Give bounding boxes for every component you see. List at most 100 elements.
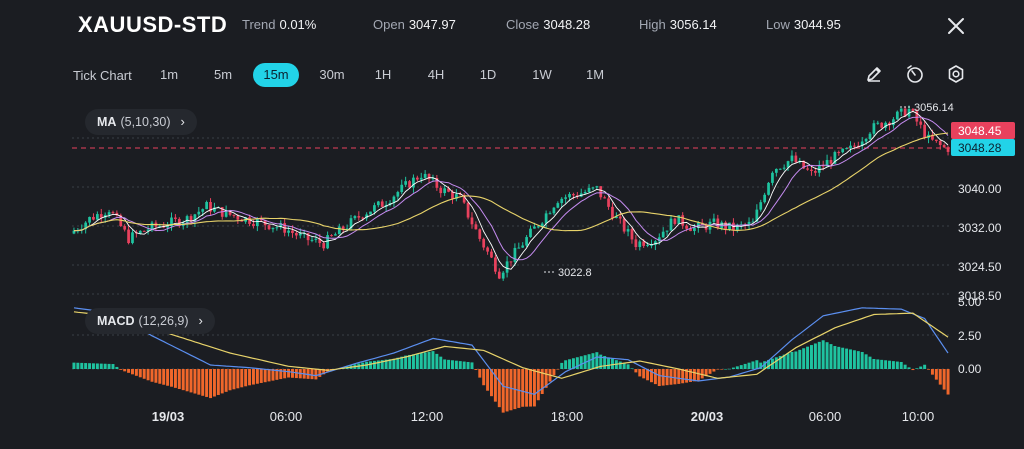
- timeframe-1w[interactable]: 1W: [532, 67, 552, 82]
- candles-layer: [72, 105, 950, 281]
- close-icon[interactable]: [944, 14, 968, 38]
- timeframe-5m[interactable]: 5m: [213, 67, 233, 82]
- candle: [767, 181, 770, 196]
- macd-histogram-bar: [454, 360, 458, 369]
- macd-histogram-bar: [919, 366, 923, 369]
- macd-indicator-pill[interactable]: MACD (12,26,9) ›: [85, 308, 215, 334]
- candle: [665, 230, 669, 236]
- macd-histogram-bar: [450, 360, 454, 369]
- candle: [497, 268, 501, 280]
- candle: [84, 221, 88, 234]
- macd-histogram-bar: [419, 353, 423, 369]
- macd-histogram-bar: [166, 369, 170, 386]
- candle: [892, 117, 895, 129]
- macd-histogram-bar: [154, 369, 158, 383]
- candle: [630, 227, 634, 244]
- macd-histogram-bar: [263, 369, 267, 383]
- macd-histogram-bar: [497, 369, 501, 408]
- macd-histogram-bar: [872, 358, 876, 369]
- macd-histogram-bar: [88, 363, 92, 369]
- timeframe-1m[interactable]: 1m: [159, 67, 179, 82]
- candle: [263, 219, 267, 230]
- macd-histogram-bar: [653, 369, 657, 385]
- timeframe-30m[interactable]: 30m: [319, 67, 345, 82]
- timeframe-15m[interactable]: 15m: [253, 63, 299, 87]
- macd-histogram-bar: [384, 359, 388, 369]
- candle: [373, 202, 376, 215]
- ma-indicator-pill[interactable]: MA (5,10,30) ›: [85, 109, 197, 135]
- macd-layer: [72, 307, 950, 413]
- macd-histogram-bar: [763, 361, 767, 369]
- price-tick-label: 3040.00: [958, 182, 1002, 196]
- candle: [923, 120, 927, 140]
- macd-histogram-bar: [212, 369, 216, 397]
- macd-histogram-bar: [692, 369, 696, 382]
- macd-histogram-bar: [677, 369, 681, 384]
- macd-histogram-bar: [185, 369, 189, 392]
- candle: [177, 217, 181, 228]
- candle: [888, 121, 891, 131]
- macd-histogram-bar: [927, 369, 931, 370]
- macd-histogram-bar: [220, 369, 224, 394]
- macd-histogram-bar: [930, 369, 934, 375]
- macd-histogram-bar: [880, 359, 884, 369]
- macd-histogram-bar: [99, 363, 103, 369]
- macd-histogram-bar: [493, 369, 497, 402]
- macd-histogram-bar: [505, 369, 509, 412]
- macd-histogram-bar: [158, 369, 162, 384]
- macd-histogram-bar: [599, 354, 603, 369]
- macd-histogram-bar: [283, 369, 287, 379]
- macd-histogram-bar: [700, 369, 704, 379]
- candle: [587, 184, 591, 194]
- chart-type-label[interactable]: Tick Chart: [73, 68, 132, 83]
- candle: [552, 206, 556, 216]
- settings-icon[interactable]: [946, 64, 966, 84]
- timeframe-1d[interactable]: 1D: [479, 67, 497, 82]
- candle: [509, 261, 513, 267]
- macd-histogram-bar: [470, 362, 474, 369]
- candle: [170, 212, 173, 231]
- candle: [782, 164, 786, 171]
- candle: [470, 212, 474, 229]
- macd-histogram-bar: [127, 369, 131, 373]
- candle: [474, 221, 478, 230]
- macd-histogram-bar: [591, 353, 595, 369]
- macd-histogram-bar: [895, 361, 899, 369]
- candle: [763, 192, 767, 204]
- candle: [942, 143, 946, 149]
- draw-icon[interactable]: [864, 64, 884, 84]
- macd-histogram-bar: [287, 369, 291, 378]
- macd-histogram-bar: [532, 369, 536, 407]
- timeframe-4h[interactable]: 4H: [427, 67, 445, 82]
- macd-histogram-bar: [76, 362, 80, 369]
- candle: [771, 171, 774, 186]
- candle: [392, 195, 396, 208]
- macd-histogram-bar: [181, 369, 185, 391]
- candle: [732, 218, 735, 236]
- timer-icon[interactable]: [905, 64, 925, 84]
- candle: [412, 174, 415, 193]
- candle: [669, 215, 673, 231]
- candle: [419, 172, 423, 183]
- timeframe-1m-month[interactable]: 1M: [585, 67, 605, 82]
- ma-indicator-params: (5,10,30): [120, 115, 171, 129]
- timeframe-1h[interactable]: 1H: [374, 67, 392, 82]
- candle: [529, 225, 532, 238]
- chevron-right-icon: ›: [180, 114, 185, 129]
- macd-histogram-bar: [739, 365, 743, 369]
- candle: [505, 256, 509, 278]
- candle: [501, 271, 505, 281]
- macd-histogram-bar: [731, 367, 735, 369]
- candle: [353, 215, 357, 221]
- ma-indicator-name: MA: [97, 115, 117, 129]
- candle: [521, 242, 525, 248]
- candle: [673, 217, 677, 226]
- macd-histogram-bar: [564, 360, 568, 369]
- macd-histogram-bar: [833, 346, 837, 369]
- macd-histogram-bar: [685, 369, 689, 383]
- macd-histogram-bar: [173, 369, 177, 388]
- high-value: 3056.14: [669, 17, 717, 32]
- macd-histogram-bar: [755, 360, 759, 369]
- candle: [860, 137, 864, 150]
